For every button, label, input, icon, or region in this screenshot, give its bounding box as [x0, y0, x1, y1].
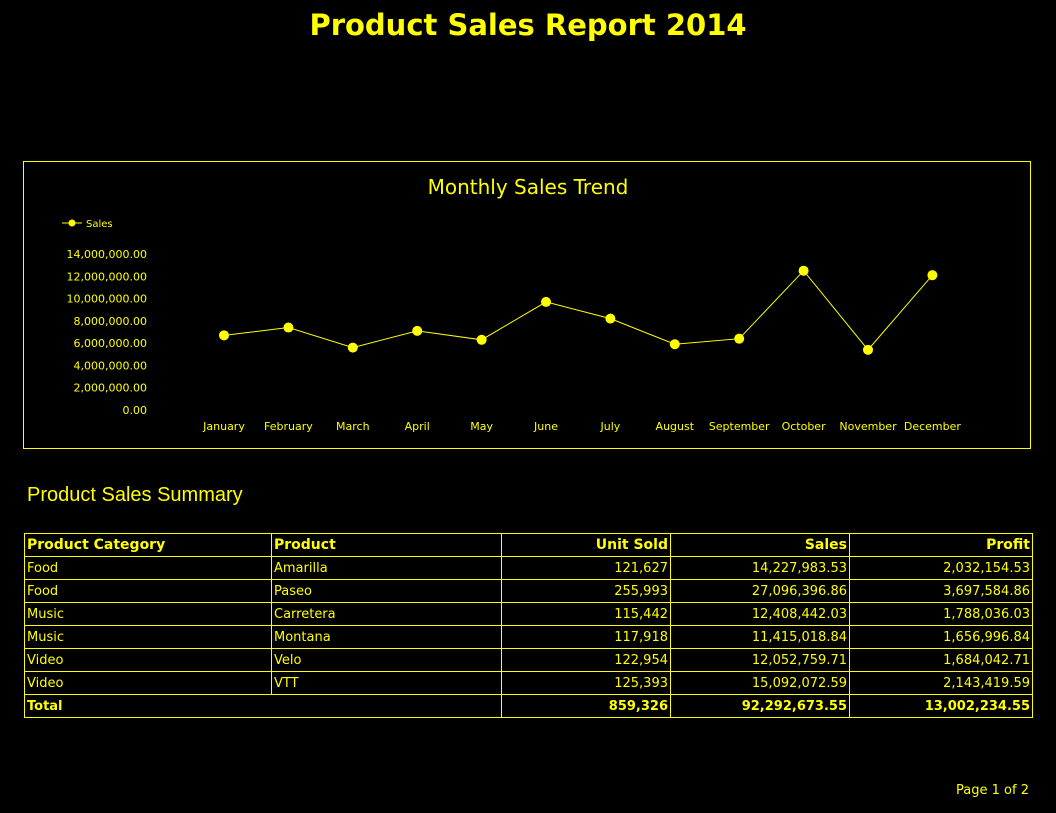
cell-units: 117,918 [501, 625, 671, 649]
cell-sales: 14,227,983.53 [670, 556, 850, 580]
total-profit: 13,002,234.55 [849, 694, 1033, 718]
cell-product: Montana [271, 625, 502, 649]
cell-category: Music [24, 602, 272, 626]
header-sales: Sales [670, 533, 850, 557]
cell-units: 122,954 [501, 648, 671, 672]
report-title: Product Sales Report 2014 [309, 8, 747, 42]
cell-category: Food [24, 579, 272, 603]
y-tick-label: 14,000,000.00 [67, 248, 147, 261]
cell-units: 115,442 [501, 602, 671, 626]
sales-trend-chart: Monthly Sales Trend Sales 0.00 2,000,000.00… [23, 161, 1031, 449]
y-tick-label: 12,000,000.00 [67, 270, 147, 283]
data-point [669, 339, 680, 350]
y-tick-label: 10,000,000.00 [67, 293, 147, 306]
cell-profit: 2,143,419.59 [849, 671, 1033, 695]
table-row: Food Amarilla 121,627 14,227,983.53 2,03… [24, 556, 1033, 580]
cell-units: 255,993 [501, 579, 671, 603]
header-unit-sold: Unit Sold [501, 533, 671, 557]
y-tick-label: 6,000,000.00 [74, 337, 147, 350]
cell-product: Carretera [271, 602, 502, 626]
data-point [283, 322, 294, 333]
x-tick-label: September [709, 420, 770, 433]
table-row: Video VTT 125,393 15,092,072.59 2,143,41… [24, 671, 1033, 695]
cell-category: Video [24, 671, 272, 695]
header-product: Product [271, 533, 502, 557]
x-tick-label: February [264, 420, 313, 433]
y-tick-label: 4,000,000.00 [74, 359, 147, 372]
cell-category: Video [24, 648, 272, 672]
table-row: Video Velo 122,954 12,052,759.71 1,684,0… [24, 648, 1033, 672]
page-indicator: Page 1 of 2 [956, 783, 1029, 798]
cell-category: Food [24, 556, 272, 580]
cell-profit: 2,032,154.53 [849, 556, 1033, 580]
data-point [927, 270, 938, 281]
section-title: Product Sales Summary [27, 484, 243, 506]
data-point [412, 325, 423, 336]
cell-product: Velo [271, 648, 502, 672]
x-tick-label: August [656, 420, 695, 433]
header-product-category: Product Category [24, 533, 272, 557]
header-profit: Profit [849, 533, 1033, 557]
data-point [605, 313, 616, 324]
data-point [734, 333, 745, 344]
series-line-sales [223, 269, 933, 351]
x-tick-label: October [782, 420, 826, 433]
cell-units: 125,393 [501, 671, 671, 695]
cell-sales: 12,408,442.03 [670, 602, 850, 626]
legend-label: Sales [86, 219, 113, 230]
cell-profit: 3,697,584.86 [849, 579, 1033, 603]
total-sales: 92,292,673.55 [670, 694, 850, 718]
cell-sales: 12,052,759.71 [670, 648, 850, 672]
cell-profit: 1,684,042.71 [849, 648, 1033, 672]
total-units: 859,326 [501, 694, 671, 718]
data-point [798, 265, 809, 276]
total-row: Total 859,326 92,292,673.55 13,002,234.5… [24, 694, 1033, 718]
legend-marker [68, 219, 76, 227]
x-tick-label: November [839, 420, 897, 433]
cell-sales: 11,415,018.84 [670, 625, 850, 649]
cell-category: Music [24, 625, 272, 649]
cell-profit: 1,656,996.84 [849, 625, 1033, 649]
cell-product: Amarilla [271, 556, 502, 580]
x-tick-label: April [405, 420, 430, 433]
x-tick-label: January [202, 420, 245, 433]
table-row: Food Paseo 255,993 27,096,396.86 3,697,5… [24, 579, 1033, 603]
data-point [476, 334, 487, 345]
data-point [219, 330, 229, 341]
sales-summary-table: Product Category Product Unit Sold Sales… [24, 533, 1033, 718]
cell-sales: 27,096,396.86 [670, 579, 850, 603]
data-point [541, 296, 551, 307]
x-tick-label: July [600, 420, 621, 433]
table-header-row: Product Category Product Unit Sold Sales… [24, 533, 1033, 557]
cell-sales: 15,092,072.59 [670, 671, 850, 695]
chart-canvas: Monthly Sales Trend Sales 0.00 2,000,000.00… [62, 175, 962, 433]
table-row: Music Carretera 115,442 12,408,442.03 1,… [24, 602, 1033, 626]
x-tick-label: May [470, 420, 493, 433]
cell-profit: 1,788,036.03 [849, 602, 1033, 626]
total-label: Total [24, 694, 502, 718]
chart-title: Monthly Sales Trend [428, 175, 629, 199]
y-tick-label: 8,000,000.00 [74, 315, 147, 328]
y-tick-label: 2,000,000.00 [74, 382, 147, 395]
y-tick-label: 0.00 [123, 404, 148, 417]
x-tick-label: December [904, 420, 962, 433]
x-tick-label: June [533, 420, 558, 433]
data-point [347, 342, 358, 353]
x-tick-label: March [336, 420, 370, 433]
cell-product: VTT [271, 671, 502, 695]
table-row: Music Montana 117,918 11,415,018.84 1,65… [24, 625, 1033, 649]
data-point [863, 344, 873, 355]
cell-units: 121,627 [501, 556, 671, 580]
cell-product: Paseo [271, 579, 502, 603]
